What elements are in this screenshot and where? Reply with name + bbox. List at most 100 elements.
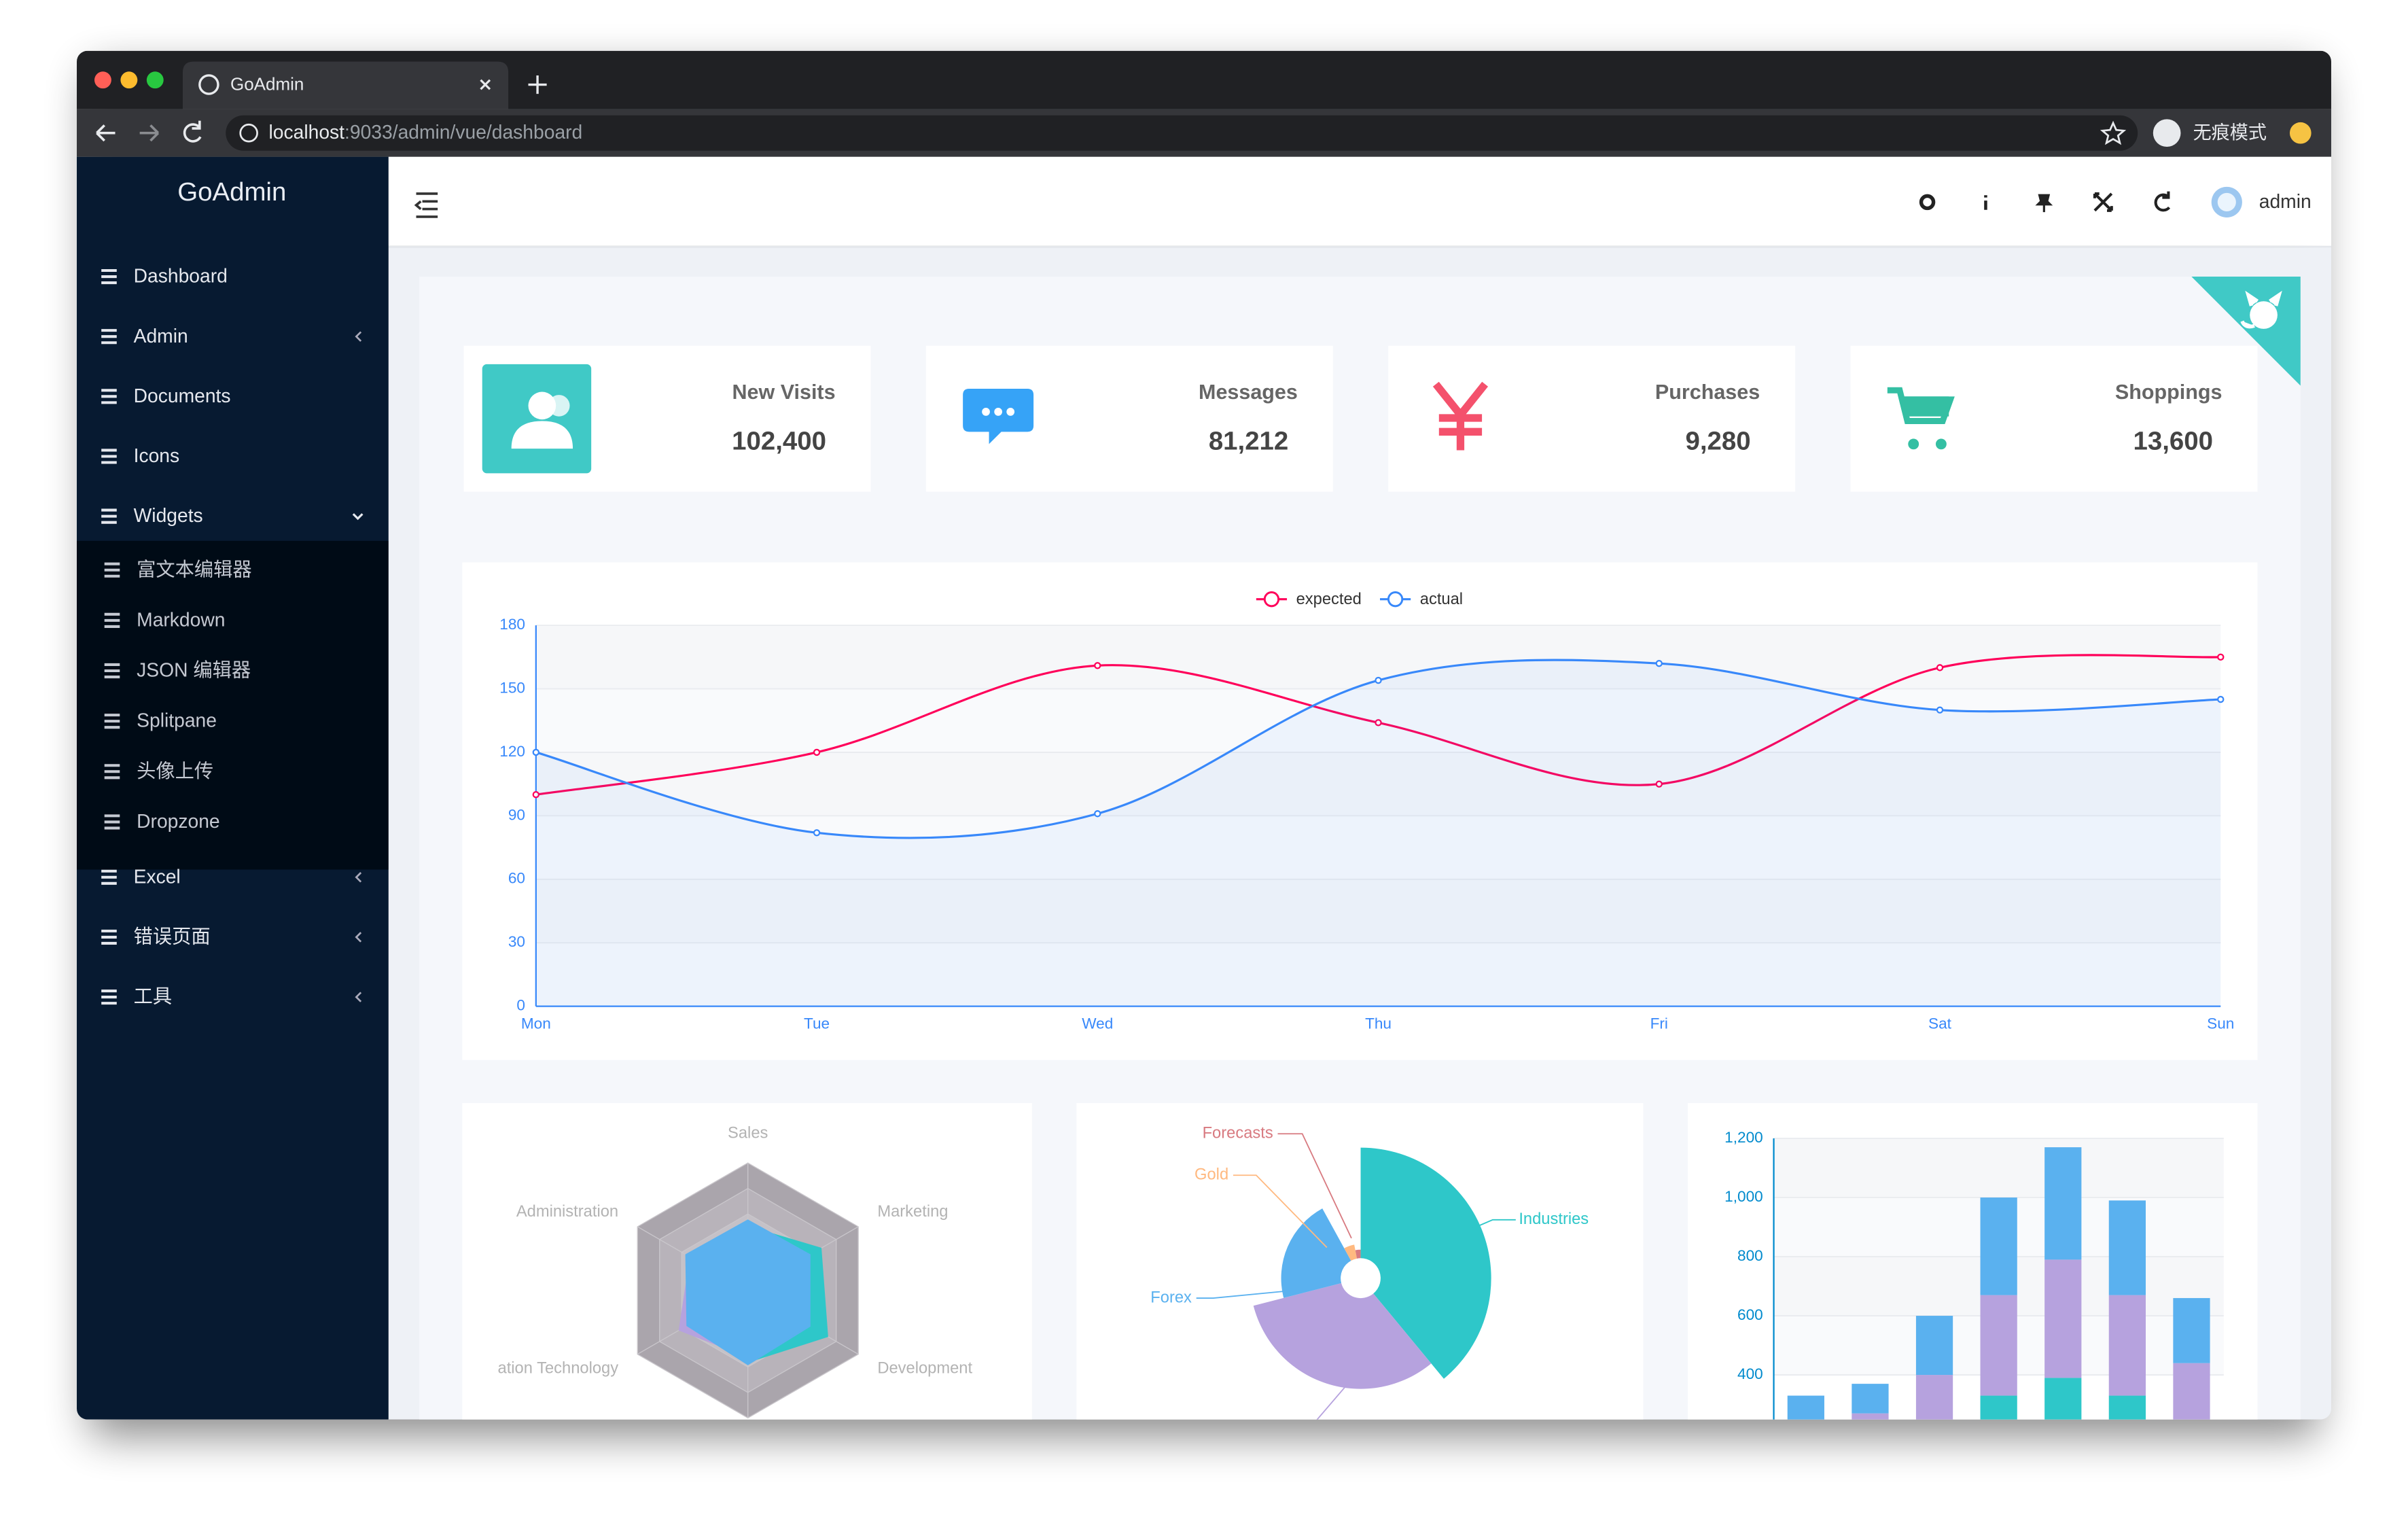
menu-arrow <box>355 992 362 1002</box>
x-tick-label: Wed <box>1082 1015 1113 1032</box>
legend-label[interactable]: expected <box>1296 591 1362 608</box>
y-tick-label: 800 <box>1737 1247 1763 1264</box>
tab[interactable] <box>182 61 509 109</box>
submenu-label: 头像上传 <box>137 760 213 782</box>
bar-segment[interactable] <box>2173 1297 2210 1363</box>
bar-segment[interactable] <box>1915 1316 1953 1376</box>
reload-button[interactable] <box>183 120 202 143</box>
bar-segment[interactable] <box>2044 1378 2082 1493</box>
pie-slice[interactable] <box>1281 1208 1351 1298</box>
y-tick-label: 180 <box>499 616 525 633</box>
back-button[interactable] <box>96 124 116 142</box>
point <box>2217 695 2225 703</box>
charts: 0 30 60 90 120 150 180 Mon Tue Wed Thu Fri Sat Sun exp… <box>498 591 2234 1494</box>
point <box>813 829 821 837</box>
menu-arrow <box>355 331 362 342</box>
url-field[interactable] <box>226 115 2138 151</box>
menu-item[interactable]: Admin <box>134 325 188 347</box>
submenu-item[interactable]: Markdown <box>137 608 225 630</box>
sidebar-toggle[interactable] <box>414 192 438 218</box>
submenu-label: Dropzone <box>137 810 220 832</box>
menu-item[interactable]: Dashboard <box>134 265 228 287</box>
forward-button[interactable] <box>139 124 160 142</box>
dot <box>982 408 990 416</box>
bar-segment[interactable] <box>2044 1147 2082 1260</box>
menu-item[interactable]: Icons <box>134 444 180 466</box>
submenu-item[interactable]: JSON 编辑器 <box>137 659 251 681</box>
menu-item[interactable]: 工具 <box>134 985 173 1007</box>
pie-slice[interactable] <box>1253 1282 1432 1389</box>
fullscreen-button[interactable] <box>2093 192 2113 212</box>
bar-segment[interactable] <box>2108 1295 2146 1396</box>
bar-segment[interactable] <box>2108 1200 2146 1295</box>
label-line <box>1233 1174 1328 1248</box>
pie-slice[interactable] <box>1344 1244 1358 1261</box>
menu-label: Widgets <box>134 504 203 526</box>
menu-item[interactable]: Excel <box>134 865 181 887</box>
legend-label[interactable]: actual <box>1420 591 1463 608</box>
point <box>1936 664 1944 671</box>
x-tick-label: Sat <box>1928 1015 1952 1032</box>
extension-dot[interactable] <box>2289 122 2312 144</box>
refresh-button[interactable] <box>2154 191 2171 212</box>
tab-favicon <box>198 74 219 95</box>
menu-item[interactable]: Documents <box>134 385 231 406</box>
zoom-dot[interactable] <box>146 71 164 89</box>
bar-segment[interactable] <box>1915 1375 1953 1449</box>
menu-label: 错误页面 <box>134 926 211 947</box>
menu-icon <box>101 508 117 524</box>
pie-slice[interactable] <box>1355 1249 1361 1259</box>
visits-icon-body <box>511 421 573 449</box>
bar-segment[interactable] <box>1787 1395 1824 1429</box>
submenu-label: Markdown <box>137 608 225 630</box>
submenu-item[interactable]: 富文本编辑器 <box>137 558 251 580</box>
menu-label: Admin <box>134 325 188 347</box>
point <box>813 748 821 756</box>
split-area <box>1773 1138 2224 1198</box>
submenu-item[interactable]: 头像上传 <box>137 760 213 782</box>
sidebar-menu: Dashboard Admin Documents Icons Widgets 富文本编辑… <box>77 265 389 1007</box>
bar-segment[interactable] <box>1980 1295 2017 1396</box>
bar-segment[interactable] <box>1980 1395 2017 1494</box>
area <box>535 660 2221 1007</box>
cart-wheel <box>1935 438 1947 450</box>
point <box>1655 659 1663 667</box>
url-rest: :9033/admin/vue/dashboard <box>344 121 582 143</box>
github-cat <box>2240 290 2282 329</box>
bar-segment[interactable] <box>2044 1259 2082 1378</box>
menu-item[interactable]: 错误页面 <box>134 926 211 947</box>
bar-segment[interactable] <box>1852 1384 1889 1414</box>
y-tick-label: 600 <box>1737 1306 1763 1323</box>
bar-segment[interactable] <box>1852 1413 1889 1458</box>
menu-item[interactable]: Widgets <box>134 504 203 526</box>
stat-label: Purchases <box>1655 381 1760 404</box>
bookmark-star[interactable] <box>2100 120 2127 145</box>
bar-segment[interactable] <box>2108 1395 2146 1494</box>
user-name[interactable]: admin <box>2259 190 2312 212</box>
settings-button[interactable] <box>1919 194 1936 211</box>
x-tick-label: Thu <box>1365 1015 1392 1032</box>
pie-slice[interactable] <box>1360 1147 1491 1379</box>
pie-label: Gold <box>1194 1166 1228 1184</box>
bar-segment[interactable] <box>2173 1363 2210 1434</box>
menu-arrow <box>355 872 362 883</box>
avatar-face <box>2217 192 2236 211</box>
menu-icon <box>104 714 120 729</box>
shopping-basket <box>1904 396 1949 417</box>
submenu-item[interactable]: Dropzone <box>137 810 220 832</box>
tab-close[interactable] <box>480 79 491 90</box>
y-tick-label: 1,000 <box>1724 1188 1763 1205</box>
logo[interactable]: GoAdmin <box>177 177 286 207</box>
label-line <box>1196 1289 1294 1299</box>
pin-button[interactable] <box>2035 194 2053 213</box>
point <box>1655 780 1663 788</box>
close-dot[interactable] <box>94 71 111 89</box>
submenu-label: Splitpane <box>137 710 217 731</box>
site-info[interactable] <box>239 123 258 143</box>
minimize-dot[interactable] <box>120 71 138 89</box>
new-tab[interactable] <box>528 75 547 94</box>
profile-label[interactable]: 无痕模式 <box>2193 122 2267 143</box>
bar-segment[interactable] <box>1980 1197 2017 1295</box>
menu-icon <box>104 612 120 628</box>
submenu-item[interactable]: Splitpane <box>137 710 217 731</box>
